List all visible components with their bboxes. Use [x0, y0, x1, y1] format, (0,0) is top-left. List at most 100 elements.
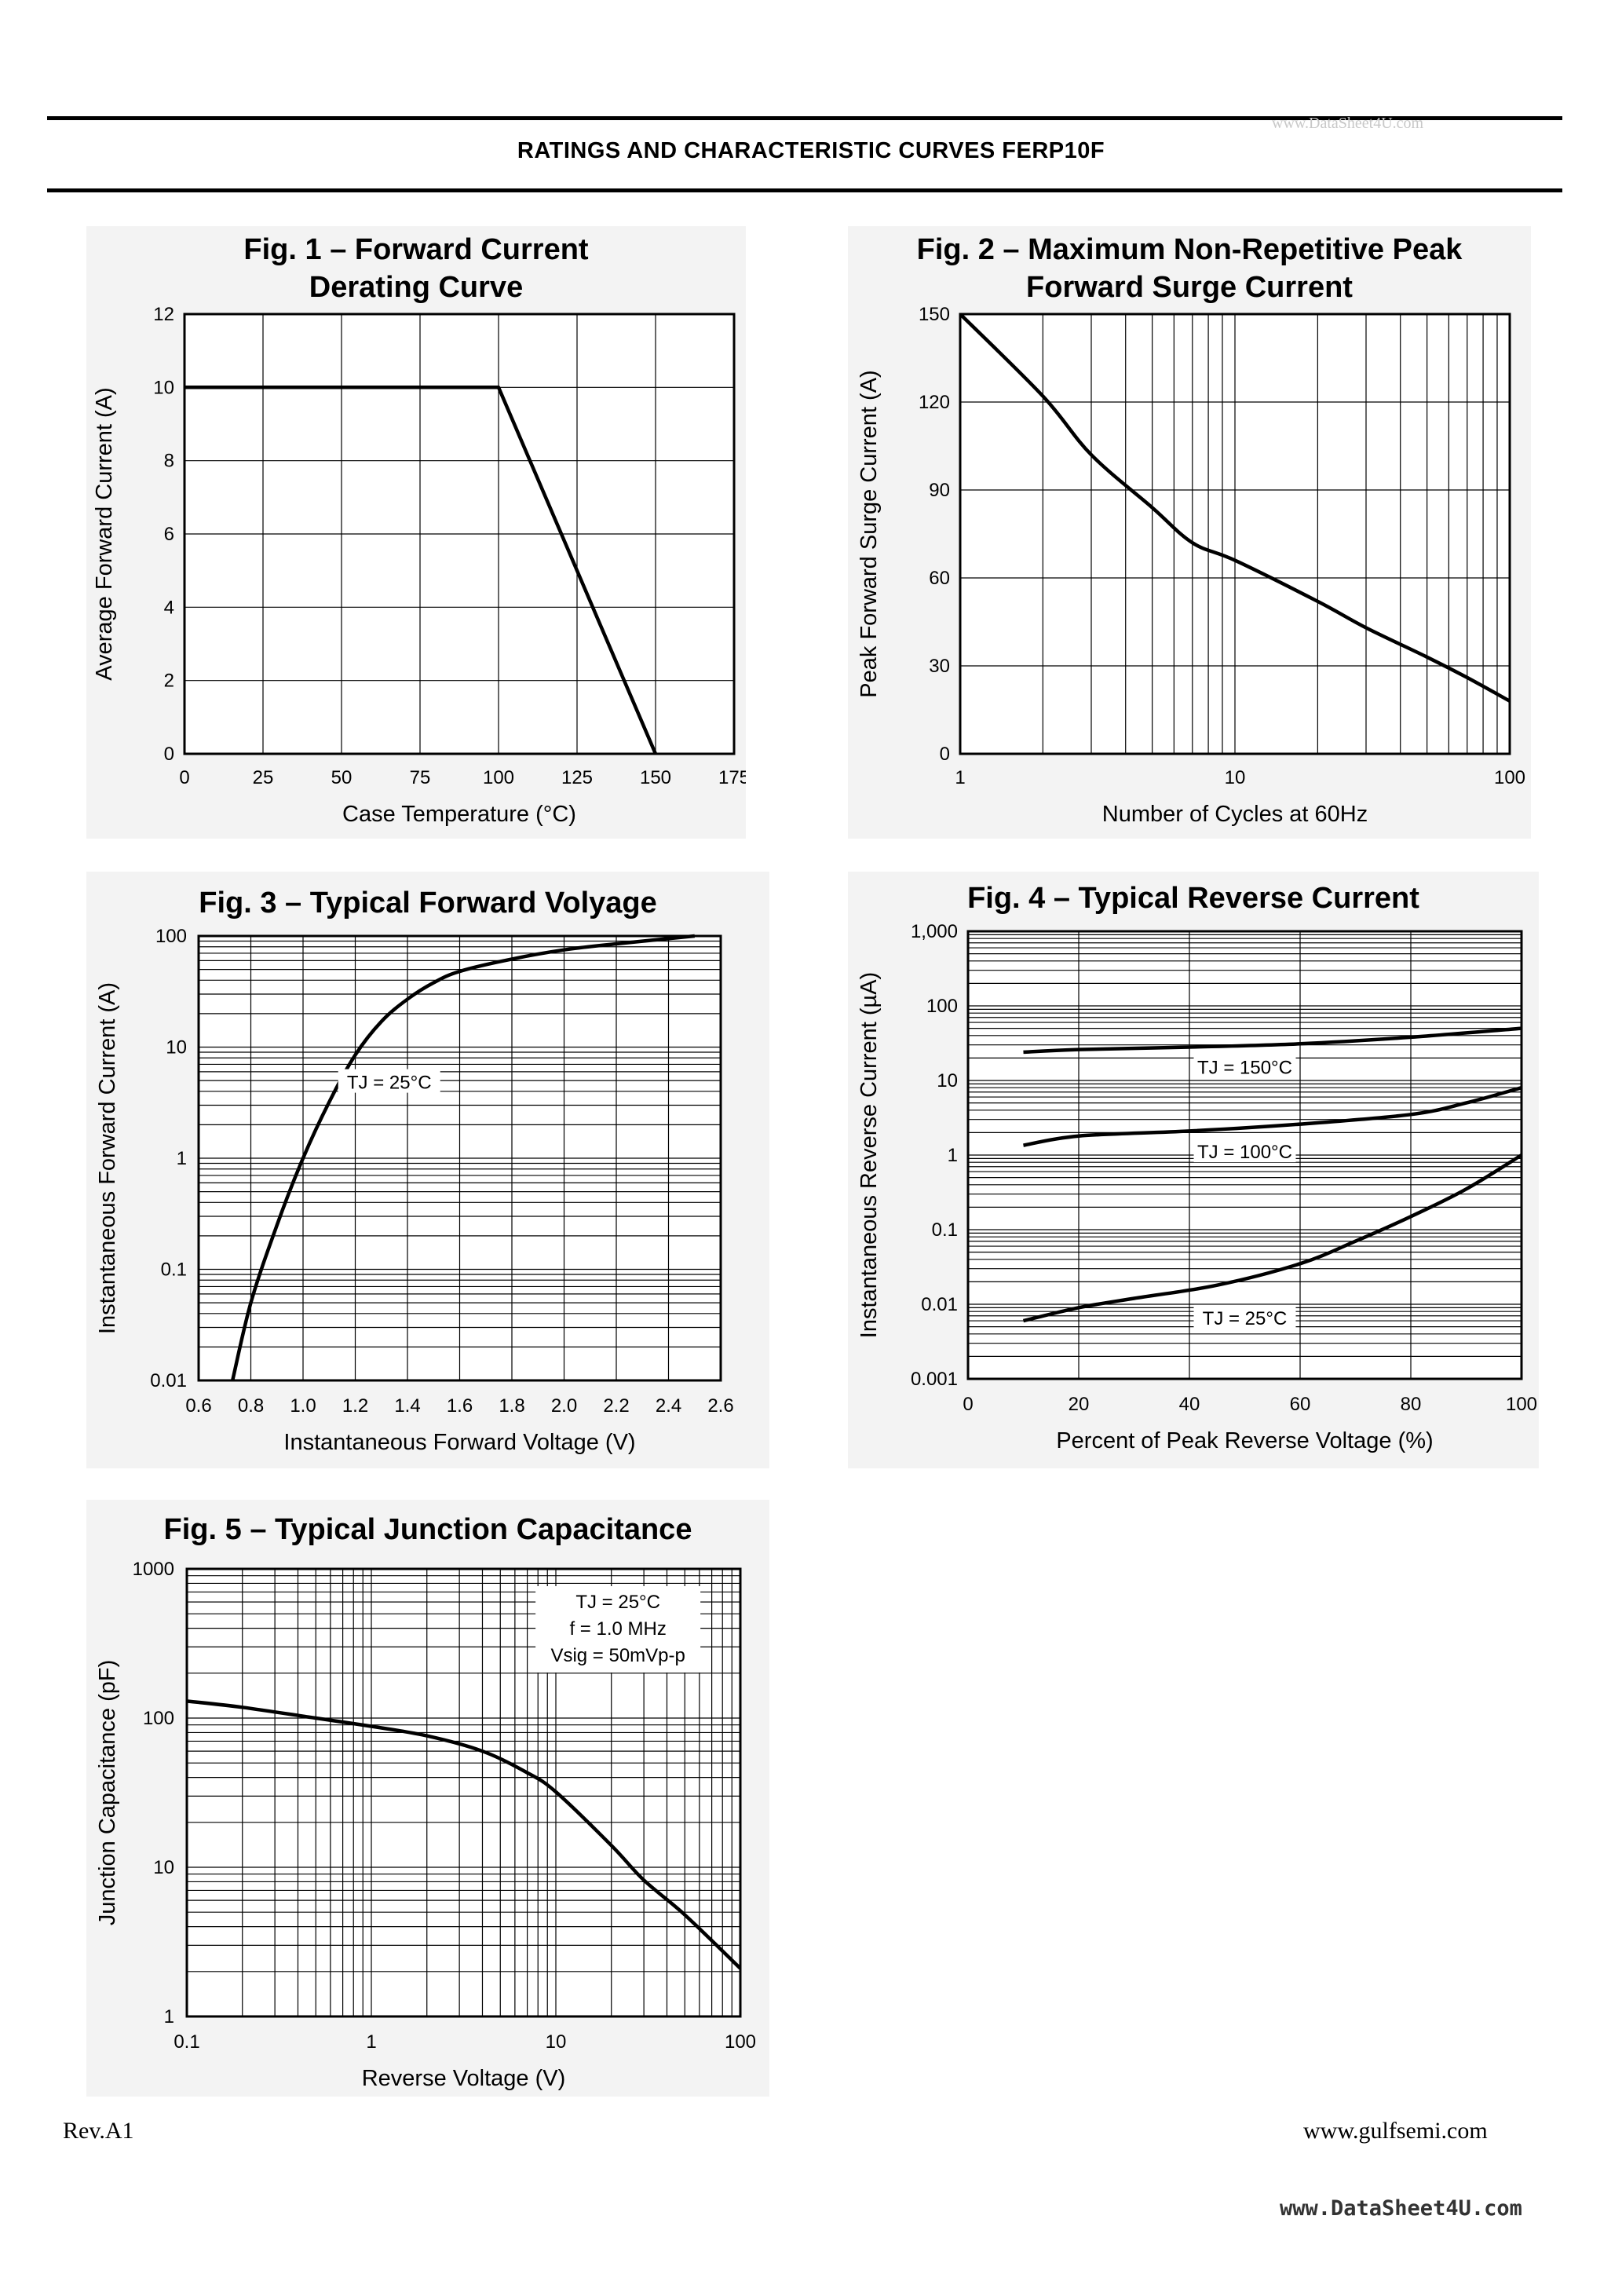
fig3-x-tick-label: 0.6: [185, 1395, 211, 1417]
fig4-x-axis-label: Percent of Peak Reverse Voltage (%): [1056, 1428, 1433, 1453]
fig1-svg: Fig. 1 – Forward Current Derating Curve 0 2…: [92, 233, 746, 827]
fig2-y-tick-label: 150: [919, 304, 950, 325]
fig1-x-tick-label: 150: [640, 767, 671, 788]
fig3-annotation-bg: [338, 1069, 440, 1093]
fig4-annotation-bg: [1193, 1054, 1296, 1078]
fig5-x-axis-label: Reverse Voltage (V): [362, 2066, 566, 2091]
fig1-x-tick-label: 0: [179, 767, 189, 788]
fig4-x-tick-label: 40: [1179, 1394, 1200, 1415]
fig1-y-tick-label: 6: [164, 524, 174, 545]
figure-2-surge-current: Fig. 2 – Maximum Non-Repetitive Peak Forw…: [848, 226, 1531, 839]
fig4-grid: [967, 930, 1522, 1380]
fig1-y-tick-label: 2: [164, 671, 174, 692]
fig4-annotation-bg: [1193, 1139, 1296, 1163]
fig5-y-tick-label: 1000: [133, 1559, 174, 1580]
fig4-svg: Fig. 4 – Typical Reverse Current 0 20 40 60 8…: [857, 882, 1537, 1453]
figure-3-forward-voltage: Fig. 3 – Typical Forward Volyage 0.6 0.8 1.…: [86, 872, 769, 1468]
fig5-x-tick-label: 1: [366, 2031, 376, 2053]
fig4-x-tick-label: 20: [1069, 1394, 1090, 1415]
fig2-series-line-0: [959, 313, 1511, 703]
fig1-series-line-0: [184, 386, 658, 755]
fig4-annotation-bg: [1193, 1304, 1296, 1329]
figure-4-reverse-current: Fig. 4 – Typical Reverse Current 0 20 40 60 8…: [848, 872, 1539, 1468]
fig1-y-tick-label: 4: [164, 597, 174, 618]
fig1-title-line: Fig. 1 – Forward Current: [243, 233, 589, 266]
fig3-y-tick-label: 0.01: [150, 1370, 187, 1391]
fig3-x-tick-label: 2.6: [707, 1395, 733, 1417]
fig5-annotation-text: f = 1.0 MHz: [569, 1618, 666, 1640]
fig5-title-line: Fig. 5 – Typical Junction Capacitance: [164, 1513, 692, 1546]
fig5-y-tick-label: 100: [143, 1708, 174, 1729]
fig3-x-tick-label: 2.4: [656, 1395, 681, 1417]
fig3-x-tick-label: 1.0: [290, 1395, 316, 1417]
fig3-x-tick-label: 2.2: [603, 1395, 629, 1417]
fig4-y-tick-label: 10: [937, 1070, 958, 1091]
fig5-y-tick-label: 10: [153, 1857, 174, 1878]
footer-website: www.gulfsemi.com: [1303, 2118, 1488, 2144]
fig3-x-tick-label: 1.4: [394, 1395, 420, 1417]
fig3-x-tick-label: 1.2: [342, 1395, 368, 1417]
header-rule-bottom: [47, 188, 1562, 192]
fig5-x-tick-label: 10: [546, 2031, 567, 2053]
fig4-series-line-1: [1023, 1086, 1522, 1147]
fig5-annotation-text: TJ = 25°C: [575, 1592, 660, 1613]
fig2-x-tick-label: 1: [955, 767, 965, 788]
fig3-y-tick-label: 10: [166, 1037, 187, 1058]
fig1-y-tick-label: 0: [164, 744, 174, 765]
fig1-x-tick-label: 75: [410, 767, 431, 788]
fig2-frame: [959, 313, 1511, 755]
figure-1-forward-current-derating: Fig. 1 – Forward Current Derating Curve 0 2…: [86, 226, 746, 839]
fig3-y-tick-label: 0.1: [161, 1260, 187, 1281]
fig1-x-tick-label: 50: [331, 767, 353, 788]
fig5-y-tick-label: 1: [164, 2006, 174, 2027]
fig4-x-tick-label: 100: [1506, 1394, 1537, 1415]
fig2-y-tick-label: 120: [919, 392, 950, 413]
fig3-x-axis-label: Instantaneous Forward Voltage (V): [283, 1430, 635, 1455]
fig5-annotation-text: Vsig = 50mVp-p: [550, 1645, 685, 1666]
fig1-x-tick-label: 175: [718, 767, 746, 788]
fig4-x-tick-label: 0: [963, 1394, 973, 1415]
fig3-x-tick-label: 1.6: [447, 1395, 473, 1417]
fig1-y-tick-label: 8: [164, 451, 174, 472]
fig4-x-tick-label: 80: [1401, 1394, 1422, 1415]
fig1-frame: [183, 313, 736, 755]
fig2-y-tick-label: 0: [940, 744, 950, 765]
fig1-y-axis-label: Average Forward Current (A): [92, 387, 117, 680]
fig1-x-tick-label: 125: [561, 767, 593, 788]
fig4-annotation-text: TJ = 100°C: [1197, 1142, 1292, 1163]
fig5-series-line-0: [186, 1699, 742, 1970]
fig3-x-tick-label: 2.0: [551, 1395, 577, 1417]
header-rule-top: [47, 116, 1562, 120]
fig1-y-tick-label: 12: [153, 304, 174, 325]
footer-watermark: www.DataSheet4U.com: [1280, 2196, 1522, 2221]
fig4-y-tick-label: 0.1: [932, 1219, 958, 1241]
fig1-title-line: Derating Curve: [309, 271, 523, 304]
fig2-title-line: Forward Surge Current: [1026, 271, 1353, 304]
fig3-frame: [197, 934, 722, 1382]
fig3-annotation-text: TJ = 25°C: [347, 1073, 432, 1094]
fig4-y-tick-label: 1: [948, 1145, 958, 1166]
fig2-x-axis-label: Number of Cycles at 60Hz: [1102, 802, 1368, 827]
fig1-x-tick-label: 100: [483, 767, 514, 788]
fig4-y-tick-label: 1,000: [911, 921, 958, 942]
fig3-y-tick-label: 100: [155, 926, 187, 947]
fig1-x-tick-label: 25: [253, 767, 274, 788]
fig4-series-line-0: [1023, 1026, 1522, 1055]
fig1-y-tick-label: 10: [153, 377, 174, 398]
fig4-y-tick-label: 0.01: [921, 1294, 958, 1315]
fig3-grid: [198, 935, 721, 1381]
fig5-y-axis-label: Junction Capacitance (pF): [95, 1660, 120, 1926]
header-watermark: www.DataSheet4U.com: [1272, 115, 1424, 132]
fig5-frame: [185, 1567, 742, 2018]
fig5-svg: Fig. 5 – Typical Junction Capacitance 0.1…: [95, 1513, 756, 2091]
fig5-annotation-box: [535, 1586, 701, 1673]
fig1-x-axis-label: Case Temperature (°C): [342, 802, 576, 827]
fig2-y-tick-label: 30: [929, 656, 950, 677]
fig2-svg: Fig. 2 – Maximum Non-Repetitive Peak Forw…: [857, 233, 1525, 827]
fig2-grid: [959, 313, 1511, 755]
fig4-title-line: Fig. 4 – Typical Reverse Current: [967, 882, 1419, 915]
fig3-title-line: Fig. 3 – Typical Forward Volyage: [199, 887, 657, 919]
fig2-title-line: Fig. 2 – Maximum Non-Repetitive Peak: [917, 233, 1463, 266]
fig4-annotation-text: TJ = 25°C: [1203, 1308, 1288, 1329]
fig3-x-tick-label: 0.8: [238, 1395, 264, 1417]
